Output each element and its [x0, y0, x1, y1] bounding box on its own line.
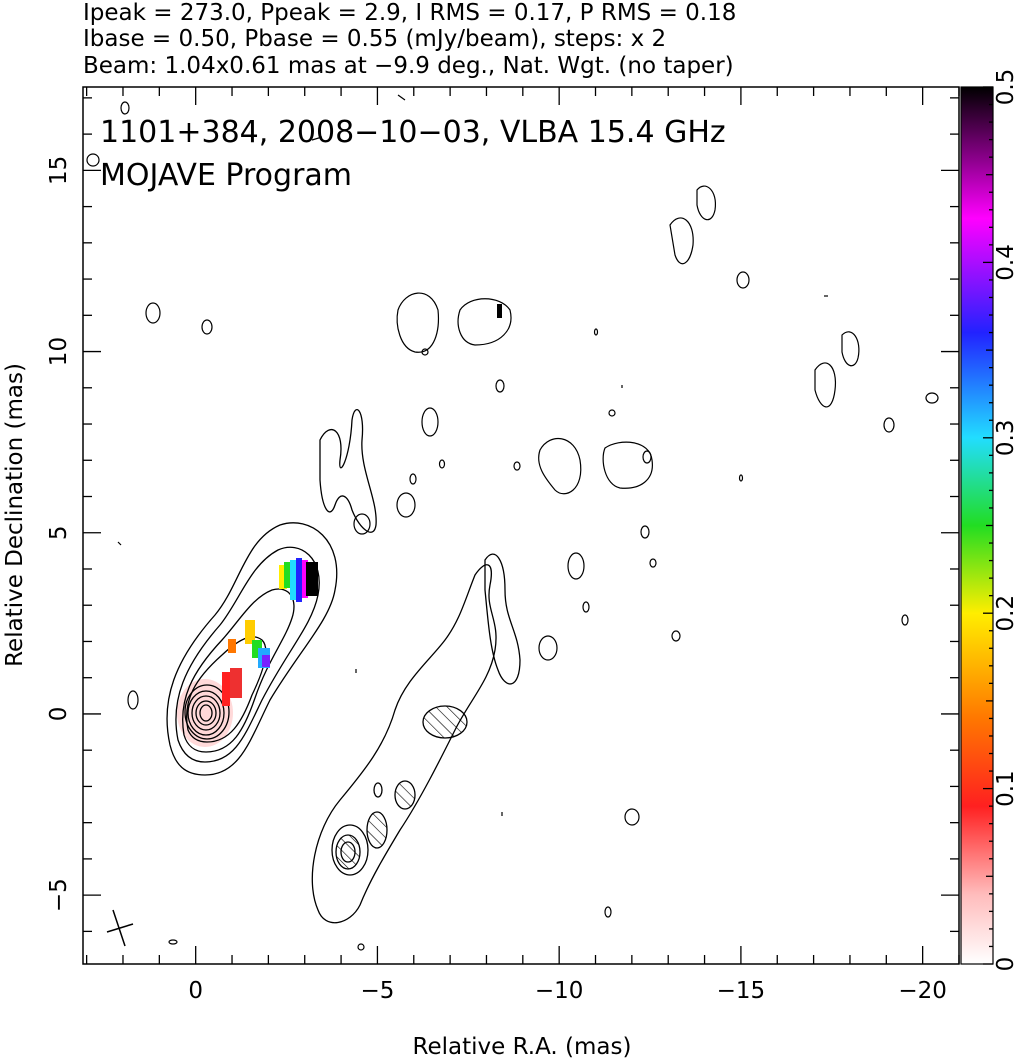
- y-tick-label: 10: [46, 337, 72, 366]
- header-levels-line: Ibase = 0.50, Pbase = 0.55 (mJy/beam), s…: [83, 26, 666, 52]
- colorbar-ticks: [983, 86, 993, 965]
- source-title: 1101+384, 2008−10−03, VLBA 15.4 GHz: [100, 115, 726, 150]
- axis-ticks: [83, 87, 960, 964]
- colorbar-tick-label: 0.3: [993, 420, 1019, 457]
- x-tick-label: −10: [535, 978, 584, 1004]
- header-beam-line: Beam: 1.04x0.61 mas at −9.9 deg., Nat. W…: [83, 53, 734, 79]
- polarization-patches: [222, 304, 502, 706]
- y-axis-title: Relative Declination (mas): [2, 363, 28, 667]
- plot-frame: [82, 86, 960, 965]
- y-tick-label: 5: [46, 525, 72, 540]
- y-tick-label: 0: [46, 707, 72, 722]
- jet-extended-contour: [319, 408, 377, 533]
- colorbar-tick-label: 0.1: [993, 770, 1019, 807]
- x-axis-title: Relative R.A. (mas): [413, 1034, 632, 1060]
- header-stats-line: Ipeak = 273.0, Ppeak = 2.9, I RMS = 0.17…: [83, 0, 736, 26]
- x-tick-label: −20: [898, 978, 947, 1004]
- program-subtitle: MOJAVE Program: [100, 158, 352, 193]
- plot-content: [86, 94, 939, 951]
- colorbar-tick-label: 0: [993, 957, 1019, 972]
- hatched-region: [395, 781, 415, 809]
- colorbar-tick-label: 0.5: [993, 69, 1019, 106]
- x-tick-label: −5: [360, 978, 394, 1004]
- colorbar-tick-label: 0.4: [993, 244, 1019, 281]
- y-tick-label: −5: [46, 878, 72, 912]
- noise-contours: [86, 94, 939, 951]
- axis-tick-labels: 0 −5 −10 −15 −20 −5 0 5 10 15: [46, 156, 947, 1004]
- x-tick-label: −15: [717, 978, 766, 1004]
- x-tick-label: 0: [188, 978, 203, 1004]
- beam-marker: [106, 909, 134, 947]
- core-contours: [166, 522, 338, 776]
- hatched-region: [423, 706, 467, 738]
- hatched-region: [367, 812, 387, 848]
- y-tick-label: 15: [46, 156, 72, 185]
- colorbar-tick-labels: 0 0.1 0.2 0.3 0.4 0.5: [993, 69, 1019, 972]
- hatched-region: [336, 835, 360, 869]
- colorbar-tick-label: 0.2: [993, 595, 1019, 632]
